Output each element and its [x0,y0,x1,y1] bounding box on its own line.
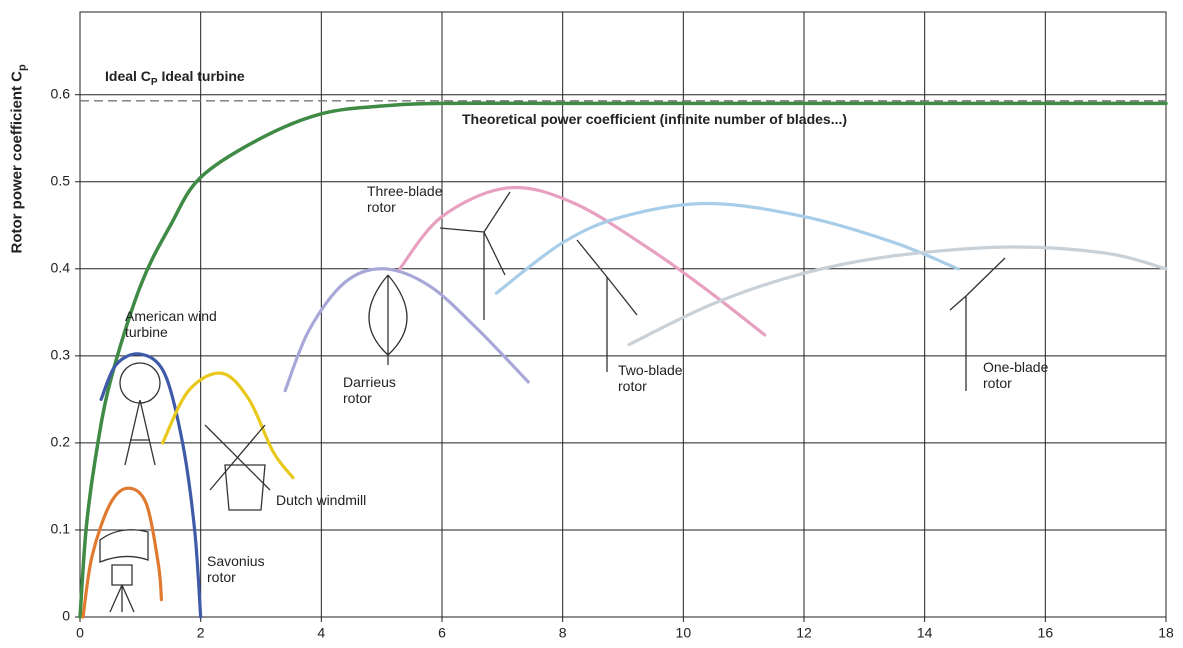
y-axis-label: Rotor power coefficient Cp [10,24,31,254]
y-tick-label: 0.6 [51,85,71,101]
ideal-label-sub: P [151,77,158,88]
x-tick-label: 2 [197,625,205,641]
series-line [163,373,293,478]
series-label: Savonius rotor [207,553,287,585]
series-line [629,247,1166,345]
y-tick-label: 0.2 [51,434,71,450]
series-label: Theoretical power coefficient (infinite … [462,111,847,127]
ideal-label-text: Ideal turbine [158,68,245,84]
y-tick-label: 0.5 [51,172,71,188]
x-tick-label: 0 [76,625,84,641]
x-tick-label: 4 [317,625,325,641]
series-label: One-blade rotor [983,359,1073,391]
x-tick-label: 16 [1038,625,1054,641]
x-tick-label: 10 [676,625,692,641]
chart: 0 0.1 0.2 0.3 0.4 0.5 0.6 0 2 4 6 8 10 12 14 16 18 Ideal… [0,0,1183,648]
y-label-sub: p [17,64,29,71]
x-tick-label: 6 [438,625,446,641]
x-tick-label: 18 [1158,625,1174,641]
series-label: American wind turbine [125,308,245,340]
y-label-text: Rotor power coefficient C [9,71,26,254]
ideal-label: Ideal CP Ideal turbine [105,68,245,91]
y-tick-label: 0.1 [51,521,71,537]
series-label: Two-blade rotor [618,362,708,394]
x-tick-label: 14 [917,625,933,641]
y-tick-label: 0.4 [51,260,71,276]
series-label: Darrieus rotor [343,374,413,406]
turbine-icons [100,192,1005,612]
x-tick-label: 8 [559,625,567,641]
x-tick-label: 12 [796,625,812,641]
ideal-label-text: Ideal C [105,68,151,84]
series-label: Dutch windmill [276,492,366,508]
series-line [496,204,958,294]
y-tick-label: 0.3 [51,347,71,363]
y-tick-label: 0 [62,608,70,624]
series-label: Three-blade rotor [367,183,457,215]
